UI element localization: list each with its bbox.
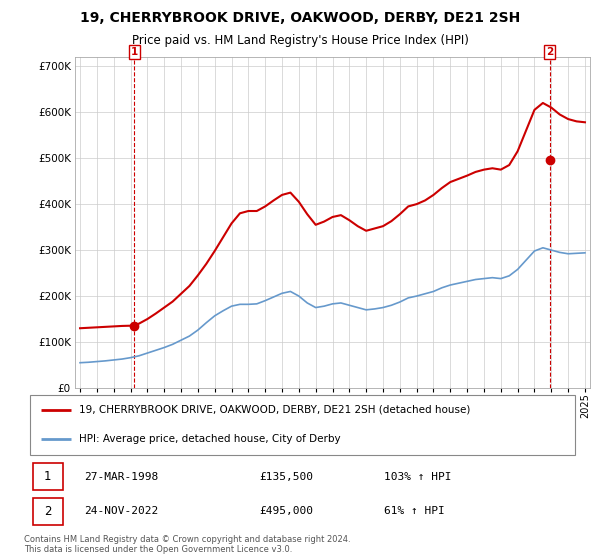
- Text: £495,000: £495,000: [259, 506, 313, 516]
- Text: HPI: Average price, detached house, City of Derby: HPI: Average price, detached house, City…: [79, 434, 341, 444]
- Text: 103% ↑ HPI: 103% ↑ HPI: [384, 472, 452, 482]
- Text: £135,500: £135,500: [259, 472, 313, 482]
- Text: 24-NOV-2022: 24-NOV-2022: [85, 506, 159, 516]
- FancyBboxPatch shape: [33, 463, 62, 491]
- Text: 19, CHERRYBROOK DRIVE, OAKWOOD, DERBY, DE21 2SH: 19, CHERRYBROOK DRIVE, OAKWOOD, DERBY, D…: [80, 11, 520, 25]
- FancyBboxPatch shape: [33, 498, 62, 525]
- Text: 61% ↑ HPI: 61% ↑ HPI: [384, 506, 445, 516]
- Text: 19, CHERRYBROOK DRIVE, OAKWOOD, DERBY, DE21 2SH (detached house): 19, CHERRYBROOK DRIVE, OAKWOOD, DERBY, D…: [79, 405, 470, 415]
- Text: 27-MAR-1998: 27-MAR-1998: [85, 472, 159, 482]
- Text: 2: 2: [44, 505, 52, 518]
- Text: 1: 1: [131, 47, 138, 57]
- Text: 1: 1: [44, 470, 52, 483]
- Text: 2: 2: [546, 47, 553, 57]
- Text: Contains HM Land Registry data © Crown copyright and database right 2024.
This d: Contains HM Land Registry data © Crown c…: [24, 535, 350, 554]
- FancyBboxPatch shape: [30, 395, 575, 455]
- Text: Price paid vs. HM Land Registry's House Price Index (HPI): Price paid vs. HM Land Registry's House …: [131, 34, 469, 47]
